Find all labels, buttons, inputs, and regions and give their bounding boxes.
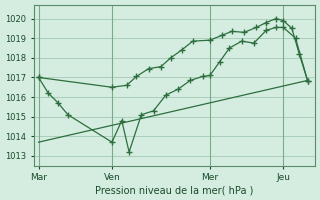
X-axis label: Pression niveau de la mer( hPa ): Pression niveau de la mer( hPa ) [95, 185, 253, 195]
